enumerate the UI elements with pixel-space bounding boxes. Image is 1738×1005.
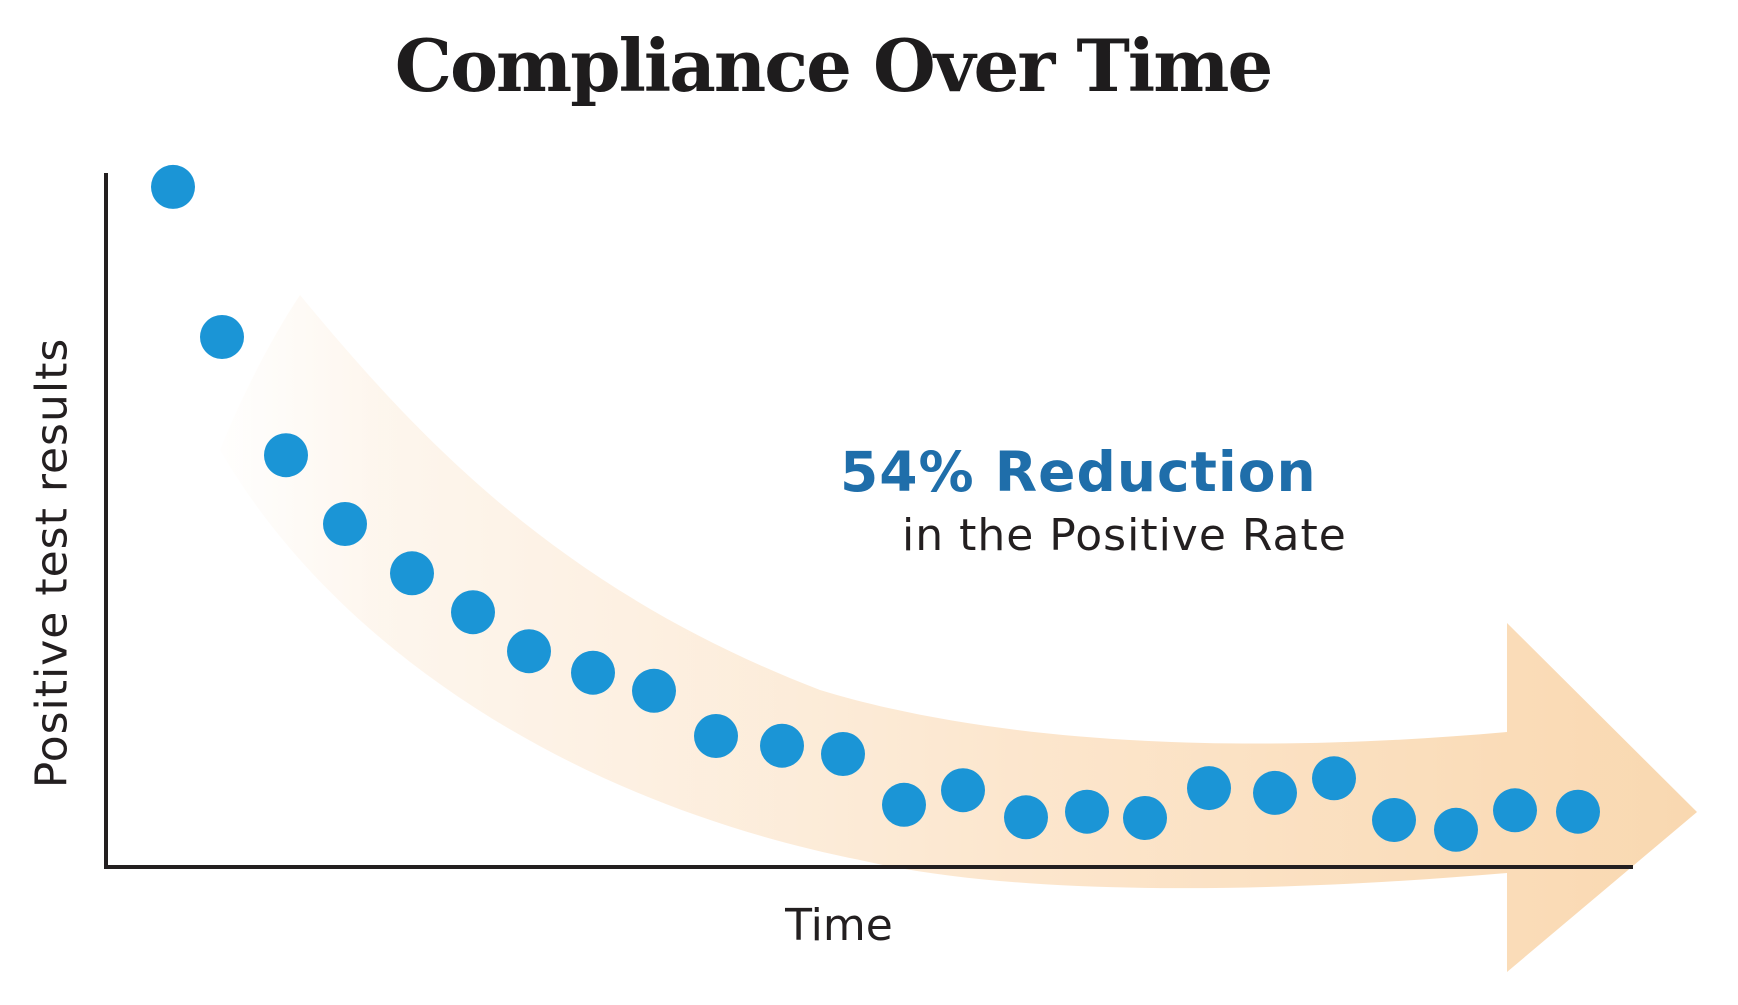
x-axis-label: Time (785, 900, 893, 951)
data-point (151, 164, 195, 209)
data-point (941, 768, 985, 813)
data-point (1556, 789, 1600, 834)
reduction-annotation: 54% Reduction (840, 440, 1317, 504)
data-point (694, 714, 738, 758)
data-point (1493, 788, 1537, 833)
trend-arrow-icon (220, 295, 1697, 972)
data-point (1372, 798, 1416, 842)
data-point (571, 650, 615, 695)
data-point (323, 502, 367, 546)
data-point (1312, 756, 1356, 801)
y-axis-label: Positive test results (26, 337, 78, 789)
data-point (760, 723, 804, 768)
data-point (1434, 807, 1478, 852)
data-point (264, 433, 308, 478)
data-point (451, 590, 495, 635)
data-point (390, 551, 434, 596)
data-point (632, 668, 676, 713)
data-point (1004, 795, 1048, 840)
data-point (1123, 796, 1167, 840)
data-point (200, 315, 244, 359)
data-point (1187, 766, 1231, 811)
data-point (821, 732, 865, 776)
data-point (882, 782, 926, 827)
reduction-subtext: in the Positive Rate (902, 510, 1347, 561)
data-points (151, 164, 1600, 852)
data-point (507, 629, 551, 674)
data-point (1253, 770, 1297, 815)
chart-title: Compliance Over Time (394, 23, 1274, 108)
data-point (1065, 789, 1109, 834)
